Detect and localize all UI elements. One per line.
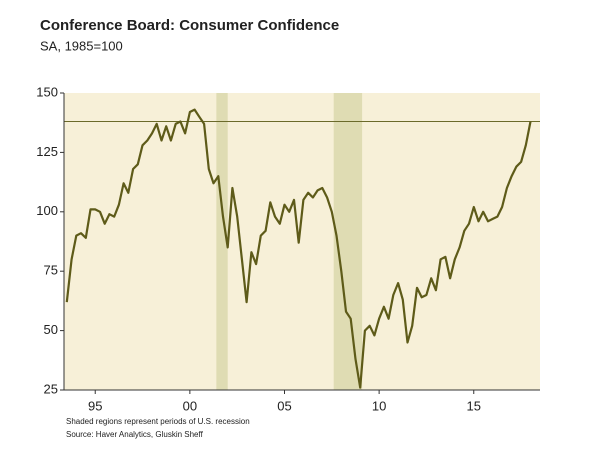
plot-background — [64, 93, 540, 390]
footnote: Source: Haver Analytics, Gluskin Sheff — [66, 430, 204, 439]
y-tick-label: 50 — [44, 322, 58, 337]
y-tick-label: 100 — [36, 203, 58, 218]
footnote: Shaded regions represent periods of U.S.… — [66, 417, 250, 426]
x-tick-label: 10 — [372, 398, 386, 413]
y-tick-label: 75 — [44, 263, 58, 278]
chart-title: Conference Board: Consumer Confidence — [40, 17, 339, 34]
x-tick-label: 00 — [183, 398, 197, 413]
x-tick-label: 05 — [277, 398, 291, 413]
data-line — [65, 108, 532, 389]
y-tick-label: 150 — [36, 84, 58, 99]
y-tick-label: 25 — [44, 381, 58, 396]
y-tick-label: 125 — [36, 144, 58, 159]
recession-band — [216, 93, 228, 390]
x-tick-label: 95 — [88, 398, 102, 413]
chart-subtitle: SA, 1985=100 — [40, 38, 123, 53]
x-tick-label: 15 — [467, 398, 481, 413]
recession-band — [333, 93, 363, 390]
